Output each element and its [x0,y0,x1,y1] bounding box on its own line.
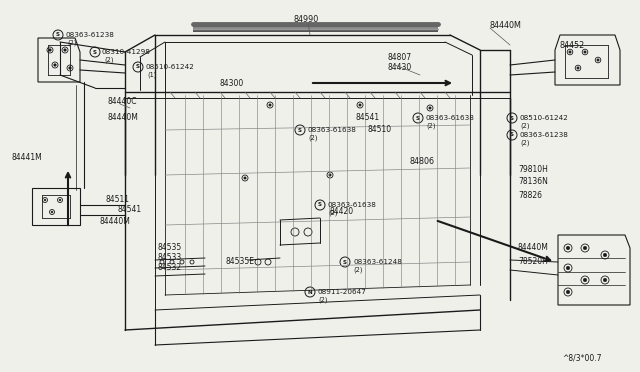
Text: 08363-61248: 08363-61248 [353,259,402,265]
Text: S: S [510,132,514,138]
Text: S: S [510,115,514,121]
Text: S: S [136,64,140,70]
Text: 84535E: 84535E [225,257,254,266]
Text: 08911-20647: 08911-20647 [318,289,367,295]
Text: 84440M: 84440M [100,218,131,227]
Circle shape [566,246,570,250]
Text: 84807: 84807 [388,54,412,62]
Text: 78520H: 78520H [518,257,548,266]
Text: 84541: 84541 [118,205,142,215]
Circle shape [596,59,599,61]
Text: 78826: 78826 [518,192,542,201]
Text: (2): (2) [104,57,113,63]
Text: (2): (2) [318,297,328,303]
Text: S: S [56,32,60,38]
Text: 84430: 84430 [388,64,412,73]
Circle shape [566,290,570,294]
Circle shape [566,266,570,270]
Text: 08510-61242: 08510-61242 [145,64,194,70]
Text: S: S [416,115,420,121]
Text: 84533: 84533 [158,253,182,263]
Circle shape [604,278,607,282]
Text: 08363-61638: 08363-61638 [328,202,377,208]
Text: (2): (2) [520,140,529,146]
Text: 84300: 84300 [220,78,244,87]
Circle shape [329,174,332,176]
Circle shape [59,199,61,201]
Circle shape [584,51,586,53]
Text: 08363-61638: 08363-61638 [308,127,357,133]
Text: 84440M: 84440M [518,244,549,253]
Text: 08510-61242: 08510-61242 [520,115,569,121]
Text: (2): (2) [353,267,362,273]
Text: 08310-41298: 08310-41298 [102,49,151,55]
Text: (2): (2) [308,135,317,141]
Circle shape [583,246,587,250]
Text: 84532: 84532 [158,263,182,273]
Circle shape [44,199,46,201]
Text: 84541: 84541 [355,113,379,122]
Text: (2): (2) [328,210,337,216]
Text: S: S [298,128,302,132]
Text: S: S [343,260,347,264]
Text: N: N [308,289,312,295]
Circle shape [64,49,67,51]
Text: S: S [318,202,322,208]
Circle shape [569,51,572,53]
Text: (2): (2) [426,123,435,129]
Text: (2): (2) [67,40,77,46]
Text: 84420: 84420 [330,208,354,217]
Text: 84806: 84806 [410,157,435,167]
Circle shape [359,104,361,106]
Circle shape [604,253,607,257]
Text: (1): (1) [147,72,156,78]
Text: 84990: 84990 [293,15,318,23]
Text: 78136N: 78136N [518,177,548,186]
Circle shape [577,67,579,69]
Text: S: S [93,49,97,55]
Text: 84535: 84535 [158,244,182,253]
Text: 84511: 84511 [105,196,129,205]
Text: 84440C: 84440C [108,97,138,106]
Bar [193,26,438,29]
Circle shape [244,177,246,179]
Circle shape [429,107,431,109]
Bar [193,25,438,32]
Text: 84440M: 84440M [108,113,139,122]
Text: (2): (2) [520,123,529,129]
Circle shape [583,278,587,282]
Text: 79810H: 79810H [518,166,548,174]
Text: 08363-61238: 08363-61238 [520,132,569,138]
Text: 84441M: 84441M [12,154,43,163]
Circle shape [54,64,56,66]
Text: 08363-61638: 08363-61638 [426,115,475,121]
Circle shape [68,67,71,69]
Text: 84440M: 84440M [490,20,522,29]
Circle shape [49,49,51,51]
Text: 84510: 84510 [368,125,392,135]
Circle shape [269,104,271,106]
Text: ^8/3*00.7: ^8/3*00.7 [562,353,602,362]
Circle shape [51,211,53,213]
Text: 84452: 84452 [560,41,585,49]
Text: 08363-61238: 08363-61238 [65,32,114,38]
